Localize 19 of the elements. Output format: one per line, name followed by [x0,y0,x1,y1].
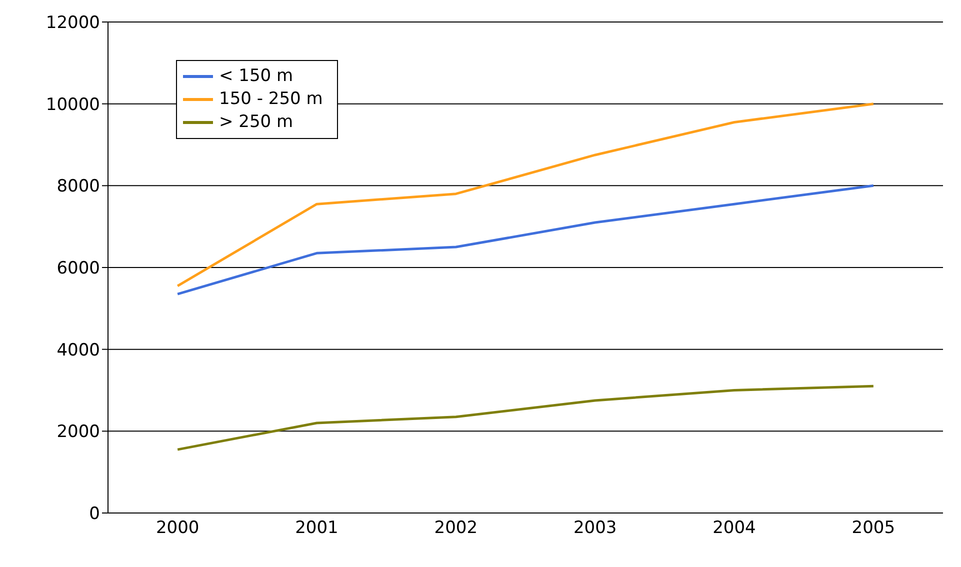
x-tick-label: 2004 [712,518,756,538]
legend-label: > 250 m [219,111,294,134]
line-series [176,102,875,288]
x-tick-label: 2005 [852,518,896,538]
y-tick-label: 0 [89,504,100,524]
y-tick-label: 8000 [56,176,100,197]
legend-label: 150 - 250 m [219,88,323,111]
x-tick-label: 2002 [434,518,478,538]
x-tick-label: 2003 [573,518,617,538]
y-tick-label: 2000 [56,422,100,442]
y-tick-label: 6000 [56,258,100,279]
y-tick-label: 4000 [56,340,100,360]
x-tick-label: 2000 [156,518,200,538]
y-tick-label: 12000 [46,13,100,34]
legend-label: < 150 m [219,65,294,88]
x-tick-label: 2001 [295,518,338,538]
line-series [176,384,875,451]
y-tick-label: 10000 [46,94,100,115]
line-series [176,184,875,296]
